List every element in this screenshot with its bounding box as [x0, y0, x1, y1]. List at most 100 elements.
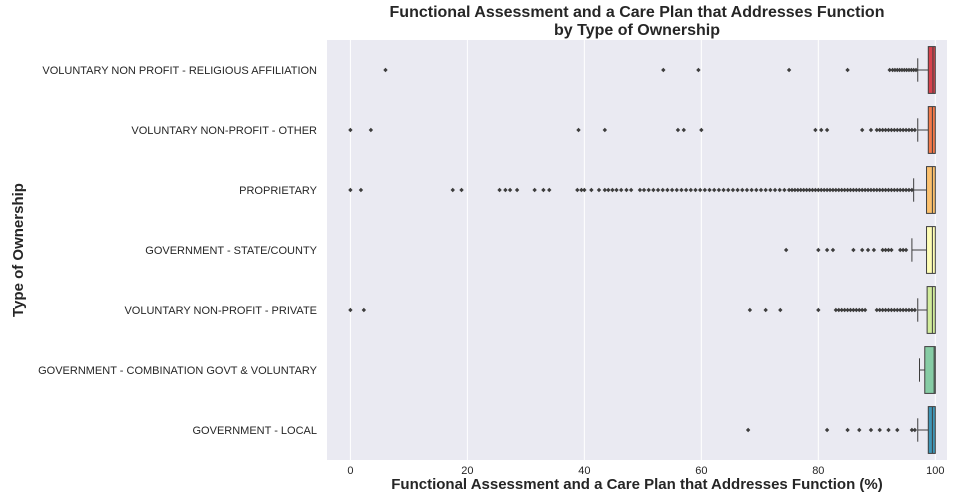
- outlier-point: [895, 307, 900, 313]
- x-tick-label: 60: [695, 465, 707, 477]
- x-tick-label: 100: [926, 465, 944, 477]
- outlier-point: [883, 127, 888, 133]
- outlier-point: [655, 187, 661, 193]
- outlier-point: [763, 187, 768, 193]
- plot-area: [327, 40, 947, 460]
- outlier-point: [865, 187, 871, 193]
- outlier-point: [880, 127, 885, 133]
- y-axis-label: Type of Ownership: [10, 183, 27, 317]
- outlier-point: [845, 427, 850, 433]
- outlier-point: [660, 187, 665, 193]
- outlier-point: [628, 187, 634, 193]
- outlier-point: [904, 67, 909, 73]
- outlier-point: [851, 247, 856, 253]
- outlier-point: [798, 187, 803, 193]
- outlier-point: [886, 247, 891, 253]
- outlier-point: [912, 427, 918, 433]
- outlier-point: [693, 187, 698, 193]
- y-tick-label: GOVERNMENT - COMBINATION GOVT & VOLUNTAR…: [38, 365, 318, 377]
- outlier-point: [582, 187, 587, 193]
- outlier-point: [827, 187, 833, 193]
- iqr-box: [926, 226, 936, 274]
- outlier-point: [699, 127, 704, 133]
- outlier-point: [637, 187, 643, 193]
- outlier-point: [889, 247, 894, 253]
- outlier-point: [895, 67, 900, 73]
- outlier-point: [830, 247, 836, 253]
- outlier-point: [712, 187, 717, 193]
- box-2: [348, 106, 936, 154]
- outlier-point: [801, 187, 806, 193]
- outlier-point: [836, 187, 841, 193]
- outlier-point: [507, 187, 513, 193]
- outlier-point: [614, 187, 619, 193]
- box-series: [348, 46, 936, 454]
- y-tick-label: VOLUNTARY NON-PROFIT - OTHER: [131, 125, 317, 137]
- outlier-point: [675, 127, 681, 133]
- outlier-point: [871, 247, 877, 253]
- outlier-point: [726, 187, 731, 193]
- outlier-point: [895, 187, 900, 193]
- outlier-point: [735, 187, 740, 193]
- outlier-point: [900, 127, 906, 133]
- y-tick-label: PROPRIETARY: [239, 185, 317, 197]
- outlier-point: [909, 427, 915, 433]
- outlier-point: [819, 187, 824, 193]
- outlier-point: [696, 67, 701, 73]
- outlier-point: [783, 247, 789, 253]
- outlier-point: [886, 187, 891, 193]
- outlier-point: [730, 187, 736, 193]
- outlier-point: [845, 187, 850, 193]
- outlier-point: [903, 307, 909, 313]
- outlier-point: [889, 307, 894, 313]
- outlier-point: [862, 307, 868, 313]
- box-6: [919, 346, 936, 394]
- outlier-point: [641, 187, 647, 193]
- outlier-point: [576, 127, 581, 133]
- outlier-point: [857, 307, 862, 313]
- outlier-point: [900, 247, 906, 253]
- outlier-point: [892, 187, 897, 193]
- outlier-point: [816, 247, 821, 253]
- outlier-point: [889, 127, 894, 133]
- outlier-point: [602, 187, 608, 193]
- outlier-point: [880, 187, 885, 193]
- outlier-point: [778, 307, 783, 313]
- outlier-point: [813, 187, 818, 193]
- outlier-point: [792, 187, 798, 193]
- outlier-point: [900, 187, 906, 193]
- outlier-point: [624, 187, 629, 193]
- outlier-point: [786, 67, 792, 73]
- x-tick-labels: 0 20 40 60 80 100: [347, 465, 944, 477]
- outlier-point: [899, 67, 905, 73]
- outlier-point: [669, 187, 675, 193]
- iqr-box: [924, 346, 936, 394]
- outlier-point: [596, 187, 602, 193]
- outlier-point: [768, 187, 773, 193]
- outlier-point: [707, 187, 712, 193]
- outlier-point: [532, 187, 537, 193]
- iqr-box: [926, 286, 936, 334]
- outlier-point: [848, 307, 853, 313]
- outlier-point: [909, 67, 914, 73]
- outlier-point: [895, 127, 900, 133]
- outlier-point: [883, 187, 888, 193]
- outlier-point: [886, 427, 891, 433]
- outlier-point: [857, 427, 862, 433]
- outlier-point: [900, 307, 906, 313]
- outlier-point: [681, 127, 686, 133]
- outlier-point: [859, 187, 865, 193]
- outlier-point: [842, 307, 847, 313]
- outlier-point: [824, 427, 830, 433]
- outlier-point: [883, 247, 888, 253]
- outlier-point: [754, 187, 759, 193]
- outlier-point: [833, 307, 839, 313]
- outlier-point: [912, 127, 918, 133]
- outlier-point: [619, 187, 624, 193]
- outlier-point: [813, 127, 818, 133]
- outlier-point: [348, 307, 353, 313]
- chart-title-line-2: by Type of Ownership: [554, 22, 720, 39]
- outlier-point: [877, 187, 882, 193]
- outlier-point: [575, 187, 580, 193]
